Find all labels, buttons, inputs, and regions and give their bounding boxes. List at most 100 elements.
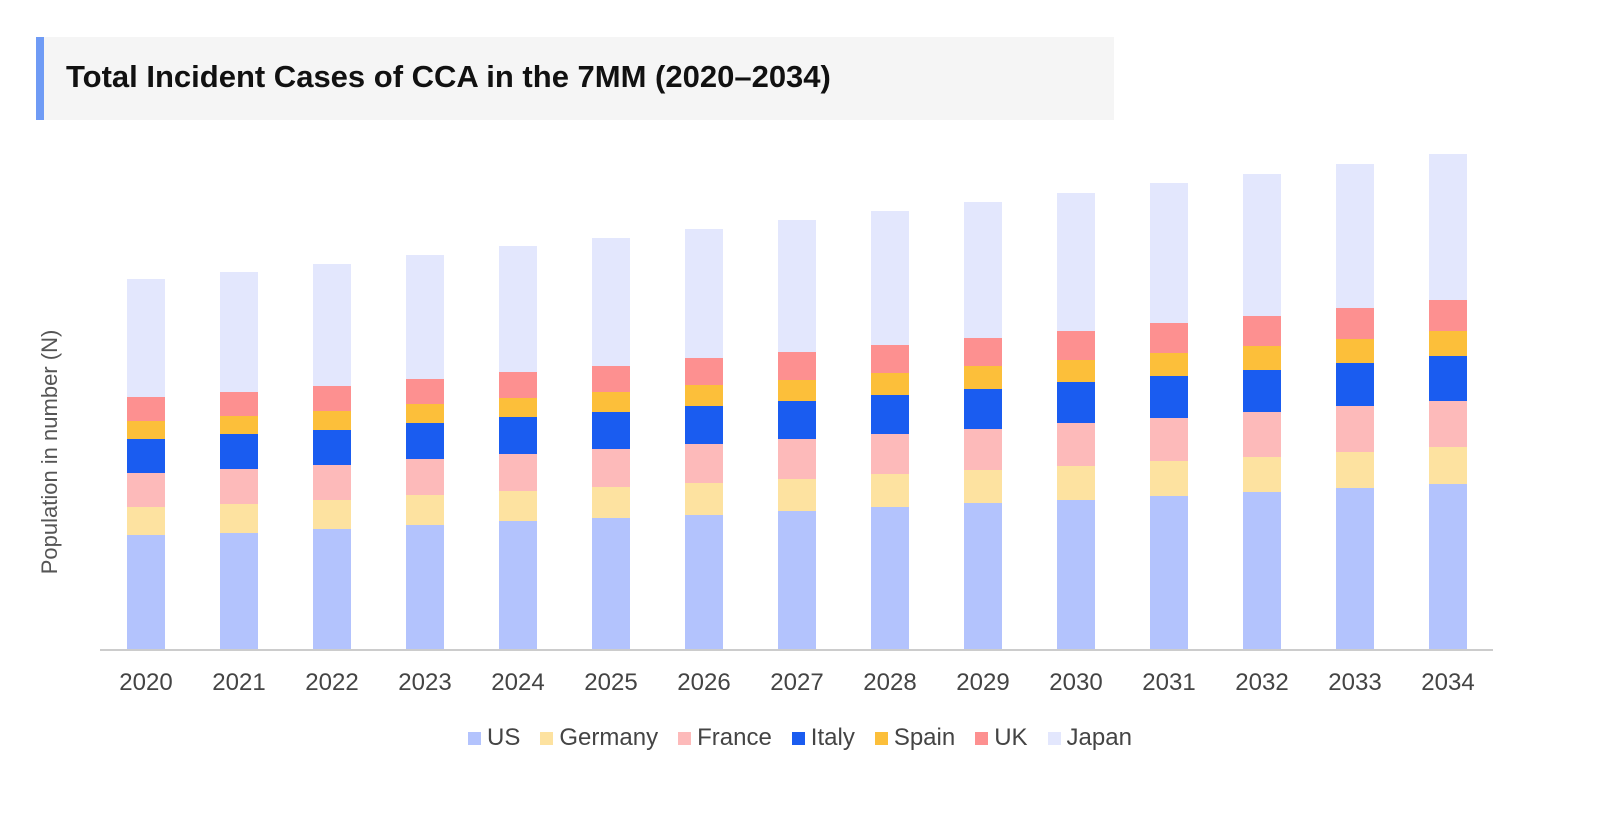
bar-germany-2026 [685, 483, 723, 515]
bar-germany-2020 [127, 507, 165, 535]
legend-label: France [697, 724, 772, 751]
bar-us-2023 [406, 525, 444, 650]
bar-germany-2033 [1336, 452, 1374, 488]
bar-france-2034 [1429, 401, 1467, 447]
x-tick-label: 2030 [1049, 669, 1102, 696]
bar-japan-2024 [499, 246, 537, 372]
bar-uk-2026 [685, 358, 723, 385]
bar-uk-2020 [127, 397, 165, 421]
bar-uk-2025 [592, 366, 630, 392]
bar-italy-2028 [871, 395, 909, 434]
bar-italy-2024 [499, 417, 537, 454]
bar-italy-2034 [1429, 356, 1467, 401]
bar-uk-2021 [220, 392, 258, 416]
bar-germany-2024 [499, 491, 537, 521]
bar-france-2025 [592, 449, 630, 487]
bar-us-2024 [499, 521, 537, 650]
bar-france-2020 [127, 473, 165, 507]
x-tick-label: 2023 [398, 669, 451, 696]
bar-italy-2025 [592, 412, 630, 449]
bar-spain-2030 [1057, 360, 1095, 382]
bar-uk-2029 [964, 338, 1002, 366]
bar-japan-2034 [1429, 154, 1467, 300]
legend-item-france: France [678, 724, 772, 752]
bar-uk-2030 [1057, 331, 1095, 360]
bar-germany-2031 [1150, 461, 1188, 496]
bar-italy-2032 [1243, 370, 1281, 412]
bar-spain-2034 [1429, 331, 1467, 356]
x-tick-label: 2032 [1235, 669, 1288, 696]
bar-japan-2026 [685, 229, 723, 358]
legend-label: Spain [893, 724, 956, 751]
bar-spain-2020 [127, 421, 165, 439]
bar-france-2026 [685, 444, 723, 483]
bar-us-2027 [778, 511, 816, 650]
bar-france-2030 [1057, 423, 1095, 466]
bar-italy-2031 [1150, 376, 1188, 418]
legend-swatch [874, 731, 888, 745]
bar-italy-2030 [1057, 382, 1095, 423]
x-tick-label: 2027 [770, 669, 823, 696]
bar-spain-2032 [1243, 346, 1281, 370]
bar-us-2020 [127, 535, 165, 650]
bar-japan-2023 [406, 255, 444, 379]
legend-swatch [540, 731, 554, 745]
x-tick-label: 2033 [1328, 669, 1381, 696]
bar-france-2021 [220, 469, 258, 504]
bar-us-2022 [313, 529, 351, 650]
bar-spain-2024 [499, 398, 537, 417]
bar-japan-2025 [592, 238, 630, 366]
bar-uk-2027 [778, 352, 816, 380]
bar-uk-2032 [1243, 316, 1281, 346]
bar-italy-2029 [964, 389, 1002, 429]
x-tick-label: 2028 [863, 669, 916, 696]
x-tick-label: 2022 [305, 669, 358, 696]
x-tick-label: 2029 [956, 669, 1009, 696]
legend-item-italy: Italy [791, 724, 855, 752]
legend-item-uk: UK [975, 724, 1028, 752]
bar-us-2025 [592, 518, 630, 650]
bar-us-2029 [964, 503, 1002, 650]
x-tick-label: 2021 [212, 669, 265, 696]
chart-title: Total Incident Cases of CCA in the 7MM (… [66, 59, 831, 94]
bar-germany-2027 [778, 479, 816, 511]
bar-uk-2023 [406, 379, 444, 404]
legend-label: Italy [810, 724, 855, 751]
bar-italy-2026 [685, 406, 723, 444]
legend-swatch [975, 731, 989, 745]
bar-us-2026 [685, 515, 723, 650]
bar-us-2034 [1429, 484, 1467, 650]
bar-france-2029 [964, 429, 1002, 470]
bar-uk-2024 [499, 372, 537, 398]
bar-germany-2021 [220, 504, 258, 533]
bar-france-2031 [1150, 418, 1188, 461]
legend-item-spain: Spain [874, 724, 956, 752]
bar-france-2027 [778, 439, 816, 479]
bar-italy-2021 [220, 434, 258, 469]
bar-germany-2028 [871, 474, 909, 507]
bar-spain-2029 [964, 366, 1002, 389]
bar-france-2028 [871, 434, 909, 474]
legend: US Germany France Italy Spain UK Japan [0, 724, 1600, 752]
bar-spain-2023 [406, 404, 444, 423]
bar-japan-2032 [1243, 174, 1281, 316]
legend-label: UK [994, 724, 1028, 751]
legend-label: Germany [559, 724, 659, 751]
bar-spain-2027 [778, 380, 816, 401]
legend-item-germany: Germany [540, 724, 658, 752]
bar-japan-2020 [127, 279, 165, 397]
bar-japan-2028 [871, 211, 909, 345]
bar-us-2033 [1336, 488, 1374, 650]
bar-spain-2031 [1150, 353, 1188, 376]
legend-swatch [468, 731, 482, 745]
bar-japan-2021 [220, 272, 258, 392]
bar-germany-2032 [1243, 457, 1281, 492]
bar-uk-2031 [1150, 323, 1188, 353]
legend-swatch [791, 731, 805, 745]
bar-germany-2029 [964, 470, 1002, 503]
bar-japan-2030 [1057, 193, 1095, 331]
x-tick-label: 2025 [584, 669, 637, 696]
bar-spain-2021 [220, 416, 258, 434]
